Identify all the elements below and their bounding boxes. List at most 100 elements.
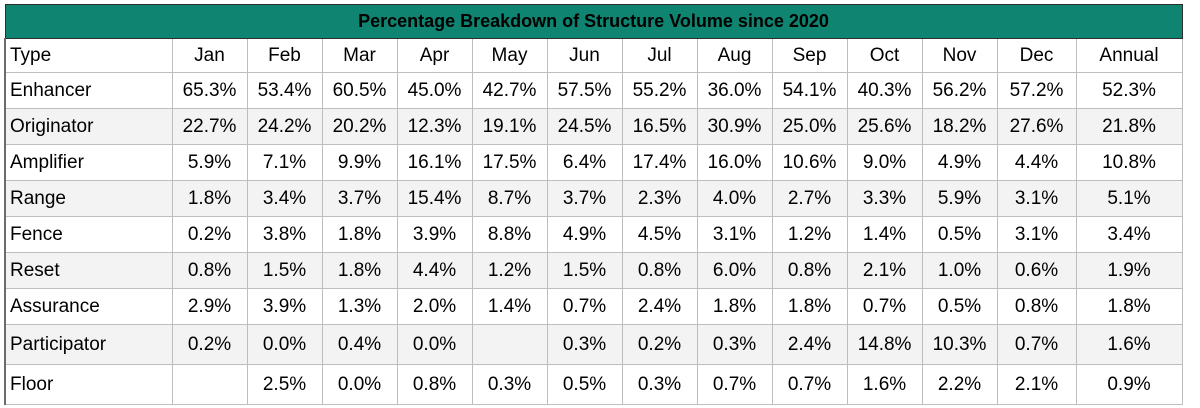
- cell-mar[interactable]: 9.9%: [321, 144, 398, 181]
- cell-jan[interactable]: 0.2%: [171, 324, 248, 365]
- cell-dec[interactable]: 4.4%: [996, 144, 1077, 181]
- cell-oct[interactable]: 9.0%: [846, 144, 923, 181]
- cell-jun[interactable]: 0.7%: [546, 288, 623, 325]
- cell-dec[interactable]: 0.6%: [996, 252, 1077, 289]
- cell-nov[interactable]: 18.2%: [921, 108, 998, 145]
- cell-nov[interactable]: 5.9%: [921, 180, 998, 217]
- column-header-feb[interactable]: Feb: [246, 38, 323, 73]
- cell-jun[interactable]: 0.5%: [546, 364, 623, 405]
- cell-mar[interactable]: 1.3%: [321, 288, 398, 325]
- cell-annual[interactable]: 5.1%: [1075, 180, 1183, 217]
- cell-nov[interactable]: 2.2%: [921, 364, 998, 405]
- cell-may[interactable]: 17.5%: [471, 144, 548, 181]
- cell-apr[interactable]: 45.0%: [396, 72, 473, 109]
- cell-jan[interactable]: 0.2%: [171, 216, 248, 253]
- cell-aug[interactable]: 30.9%: [696, 108, 773, 145]
- cell-may[interactable]: [471, 324, 548, 365]
- cell-mar[interactable]: 60.5%: [321, 72, 398, 109]
- cell-feb[interactable]: 53.4%: [246, 72, 323, 109]
- row-label-fence[interactable]: Fence: [4, 216, 173, 253]
- cell-aug[interactable]: 0.7%: [696, 364, 773, 405]
- cell-jun[interactable]: 6.4%: [546, 144, 623, 181]
- row-label-amplifier[interactable]: Amplifier: [4, 144, 173, 181]
- cell-jan[interactable]: 5.9%: [171, 144, 248, 181]
- cell-jul[interactable]: 16.5%: [621, 108, 698, 145]
- cell-mar[interactable]: 1.8%: [321, 216, 398, 253]
- cell-dec[interactable]: 3.1%: [996, 216, 1077, 253]
- cell-jul[interactable]: 0.8%: [621, 252, 698, 289]
- row-label-reset[interactable]: Reset: [4, 252, 173, 289]
- cell-apr[interactable]: 0.0%: [396, 324, 473, 365]
- cell-aug[interactable]: 16.0%: [696, 144, 773, 181]
- cell-jan[interactable]: 1.8%: [171, 180, 248, 217]
- cell-may[interactable]: 8.7%: [471, 180, 548, 217]
- cell-feb[interactable]: 24.2%: [246, 108, 323, 145]
- column-header-mar[interactable]: Mar: [321, 38, 398, 73]
- cell-jan[interactable]: 65.3%: [171, 72, 248, 109]
- row-label-floor[interactable]: Floor: [4, 364, 173, 405]
- cell-jul[interactable]: 4.5%: [621, 216, 698, 253]
- cell-oct[interactable]: 25.6%: [846, 108, 923, 145]
- cell-aug[interactable]: 6.0%: [696, 252, 773, 289]
- cell-nov[interactable]: 56.2%: [921, 72, 998, 109]
- cell-oct[interactable]: 2.1%: [846, 252, 923, 289]
- cell-oct[interactable]: 14.8%: [846, 324, 923, 365]
- cell-feb[interactable]: 7.1%: [246, 144, 323, 181]
- column-header-type[interactable]: Type: [4, 38, 173, 73]
- cell-mar[interactable]: 0.0%: [321, 364, 398, 405]
- cell-sep[interactable]: 1.2%: [771, 216, 848, 253]
- cell-sep[interactable]: 0.7%: [771, 364, 848, 405]
- cell-may[interactable]: 1.4%: [471, 288, 548, 325]
- cell-apr[interactable]: 4.4%: [396, 252, 473, 289]
- cell-sep[interactable]: 10.6%: [771, 144, 848, 181]
- cell-oct[interactable]: 40.3%: [846, 72, 923, 109]
- cell-may[interactable]: 19.1%: [471, 108, 548, 145]
- column-header-oct[interactable]: Oct: [846, 38, 923, 73]
- cell-mar[interactable]: 1.8%: [321, 252, 398, 289]
- cell-nov[interactable]: 0.5%: [921, 288, 998, 325]
- column-header-annual[interactable]: Annual: [1075, 38, 1183, 73]
- cell-sep[interactable]: 2.4%: [771, 324, 848, 365]
- row-label-assurance[interactable]: Assurance: [4, 288, 173, 325]
- cell-aug[interactable]: 3.1%: [696, 216, 773, 253]
- cell-dec[interactable]: 0.8%: [996, 288, 1077, 325]
- cell-apr[interactable]: 15.4%: [396, 180, 473, 217]
- cell-mar[interactable]: 20.2%: [321, 108, 398, 145]
- cell-nov[interactable]: 10.3%: [921, 324, 998, 365]
- cell-apr[interactable]: 2.0%: [396, 288, 473, 325]
- column-header-jan[interactable]: Jan: [171, 38, 248, 73]
- cell-feb[interactable]: 2.5%: [246, 364, 323, 405]
- row-label-enhancer[interactable]: Enhancer: [4, 72, 173, 109]
- cell-apr[interactable]: 12.3%: [396, 108, 473, 145]
- cell-dec[interactable]: 2.1%: [996, 364, 1077, 405]
- cell-aug[interactable]: 1.8%: [696, 288, 773, 325]
- cell-may[interactable]: 8.8%: [471, 216, 548, 253]
- cell-jan[interactable]: [171, 364, 248, 405]
- cell-jan[interactable]: 0.8%: [171, 252, 248, 289]
- cell-nov[interactable]: 0.5%: [921, 216, 998, 253]
- cell-sep[interactable]: 1.8%: [771, 288, 848, 325]
- cell-may[interactable]: 0.3%: [471, 364, 548, 405]
- cell-feb[interactable]: 3.9%: [246, 288, 323, 325]
- cell-apr[interactable]: 16.1%: [396, 144, 473, 181]
- cell-aug[interactable]: 36.0%: [696, 72, 773, 109]
- cell-feb[interactable]: 0.0%: [246, 324, 323, 365]
- cell-annual[interactable]: 1.9%: [1075, 252, 1183, 289]
- cell-jul[interactable]: 0.3%: [621, 364, 698, 405]
- cell-jul[interactable]: 0.2%: [621, 324, 698, 365]
- column-header-jul[interactable]: Jul: [621, 38, 698, 73]
- cell-annual[interactable]: 1.8%: [1075, 288, 1183, 325]
- cell-jun[interactable]: 24.5%: [546, 108, 623, 145]
- cell-sep[interactable]: 25.0%: [771, 108, 848, 145]
- cell-annual[interactable]: 0.9%: [1075, 364, 1183, 405]
- cell-mar[interactable]: 3.7%: [321, 180, 398, 217]
- cell-apr[interactable]: 0.8%: [396, 364, 473, 405]
- cell-mar[interactable]: 0.4%: [321, 324, 398, 365]
- cell-jul[interactable]: 2.4%: [621, 288, 698, 325]
- cell-oct[interactable]: 3.3%: [846, 180, 923, 217]
- cell-feb[interactable]: 3.8%: [246, 216, 323, 253]
- cell-jun[interactable]: 1.5%: [546, 252, 623, 289]
- cell-annual[interactable]: 10.8%: [1075, 144, 1183, 181]
- column-header-nov[interactable]: Nov: [921, 38, 998, 73]
- column-header-jun[interactable]: Jun: [546, 38, 623, 73]
